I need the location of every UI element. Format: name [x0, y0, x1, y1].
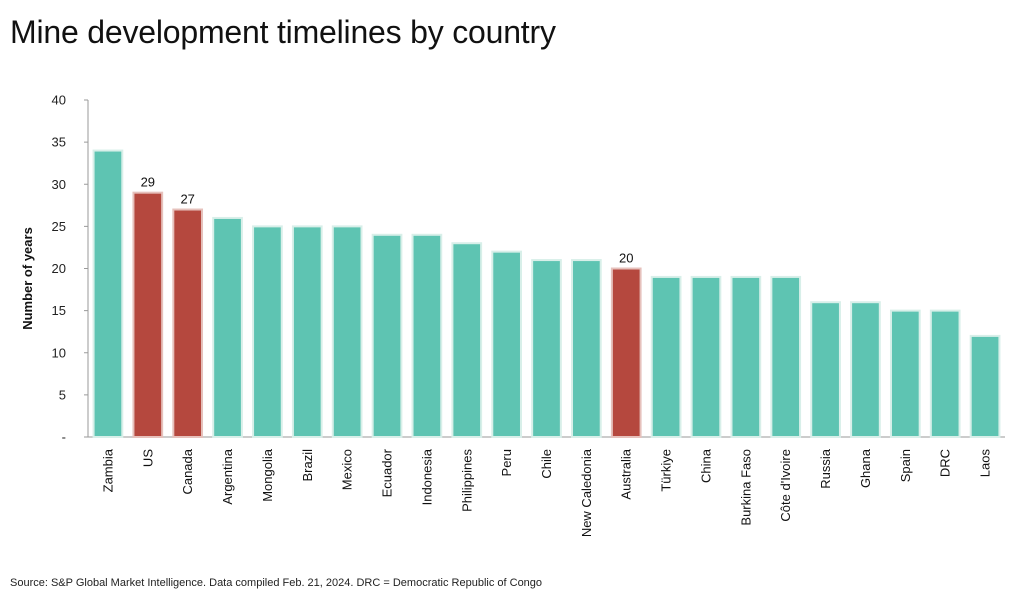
category-label: Côte d'Ivoire: [778, 449, 793, 522]
category-label: Canada: [180, 448, 195, 494]
category-label: Brazil: [300, 449, 315, 482]
category-label: Philippines: [459, 449, 474, 512]
chart-bars: [92, 149, 1001, 439]
y-tick-label: 35: [52, 135, 66, 150]
source-note: Source: S&P Global Market Intelligence. …: [10, 577, 543, 589]
bar-mexico: [331, 225, 363, 438]
bar-us: [132, 191, 164, 438]
category-label: US: [140, 449, 155, 467]
bar-t-rkiye: [650, 275, 682, 438]
bar-mongolia: [252, 225, 283, 438]
category-label: Ghana: [858, 448, 873, 488]
y-tick-label: 30: [52, 177, 66, 192]
category-label: Chile: [539, 449, 554, 479]
category-label: Australia: [619, 448, 634, 499]
chart-title: Mine development timelines by country: [10, 14, 556, 50]
bar-russia: [810, 301, 841, 439]
category-label: Russia: [818, 448, 833, 489]
category-label: Laos: [978, 449, 993, 478]
category-label: Burkina Faso: [738, 449, 753, 526]
y-tick-label: 20: [52, 261, 66, 276]
bar-peru: [491, 250, 522, 438]
bar-new-caledonia: [571, 259, 602, 439]
category-label: Mexico: [340, 449, 355, 490]
y-tick-label: 5: [59, 387, 66, 402]
bar-zambia: [92, 149, 124, 439]
category-label: Mongolia: [260, 448, 275, 502]
bar-china: [690, 275, 722, 438]
chart-labels: Zambia US 29 Canada 27 Argentina Mongolia Brazi…: [100, 175, 992, 537]
category-label: Peru: [499, 449, 514, 476]
bar-argentina: [212, 216, 243, 438]
category-label: Indonesia: [419, 448, 434, 505]
data-label: 20: [619, 251, 633, 266]
y-tick-label: 25: [52, 219, 66, 234]
bar-indonesia: [411, 233, 443, 438]
category-label: DRC: [938, 449, 953, 477]
bar-drc: [929, 309, 961, 438]
y-tick-label: 40: [52, 93, 66, 108]
bar-chile: [531, 259, 562, 439]
category-label: New Caledonia: [579, 448, 594, 537]
bar-spain: [889, 309, 921, 438]
category-label: Spain: [898, 449, 913, 482]
bar-laos: [969, 334, 1001, 438]
bar-canada: [172, 208, 204, 438]
data-label: 27: [180, 192, 194, 207]
bar-c-te-d-ivoire: [770, 275, 802, 438]
y-axis-title: Number of years: [20, 227, 35, 330]
y-tick-label: 10: [52, 345, 66, 360]
category-label: Ecuador: [380, 448, 395, 497]
data-label: 29: [141, 175, 155, 190]
category-label: China: [698, 448, 713, 483]
bar-ecuador: [371, 233, 403, 438]
y-tick-label: -: [62, 430, 66, 445]
category-label: Türkiye: [659, 449, 674, 492]
bar-australia: [610, 267, 642, 438]
bar-philippines: [451, 242, 483, 438]
bar-ghana: [850, 301, 881, 439]
category-label: Zambia: [100, 448, 115, 492]
y-tick-label: 15: [52, 303, 66, 318]
category-label: Argentina: [220, 448, 235, 504]
bar-brazil: [291, 225, 323, 438]
bar-burkina-faso: [730, 275, 762, 438]
